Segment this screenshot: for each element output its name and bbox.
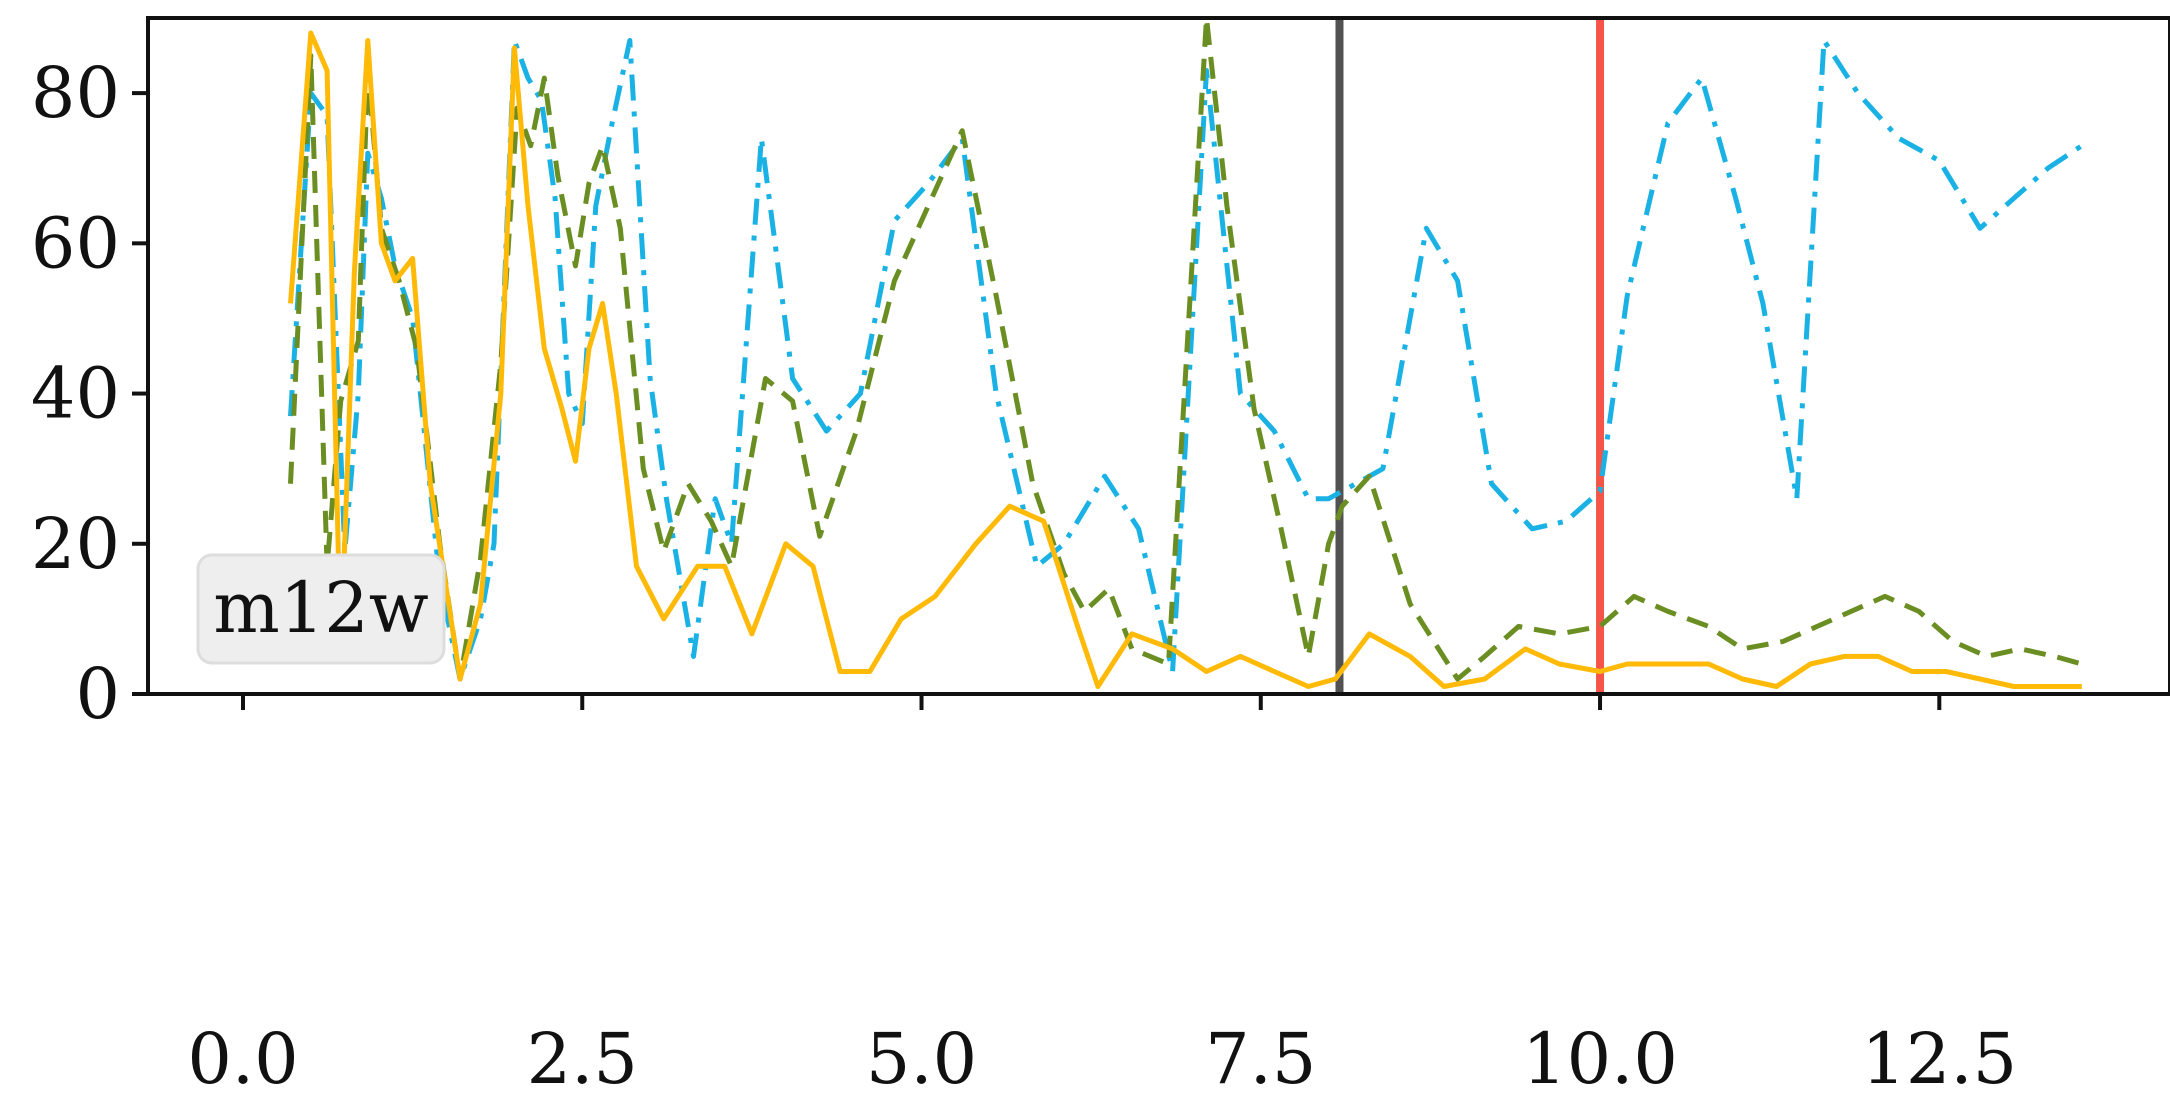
y-tick-label: 20 [31, 503, 120, 585]
plot-area [146, 16, 2170, 696]
x-tick-label: 7.5 [1205, 1018, 1316, 1100]
y-tick-label: 80 [31, 52, 120, 134]
axis-ticks: 0.0 2.5 5.0 7.5 10.0 12.5 0 20 40 60 80 [31, 52, 2017, 1100]
x-tick-label: 2.5 [527, 1018, 638, 1100]
x-tick-label: 5.0 [866, 1018, 977, 1100]
reference-lines [1335, 18, 1605, 694]
y-tick-label: 40 [31, 353, 120, 435]
x-tick-label: 12.5 [1861, 1018, 2017, 1100]
x-tick-label: 10.0 [1522, 1018, 1678, 1100]
y-tick-label: 0 [75, 653, 120, 735]
x-tick-label: 0.0 [187, 1018, 298, 1100]
legend: m12w [196, 553, 446, 665]
legend-box [196, 553, 446, 665]
series-line-dashdot [288, 38, 2084, 682]
series-lines [288, 15, 2084, 689]
series-line-solid [288, 30, 2082, 689]
legend-label: m12w [213, 567, 428, 649]
y-tick-label: 60 [31, 202, 120, 284]
series-line-dashed [288, 15, 2083, 682]
